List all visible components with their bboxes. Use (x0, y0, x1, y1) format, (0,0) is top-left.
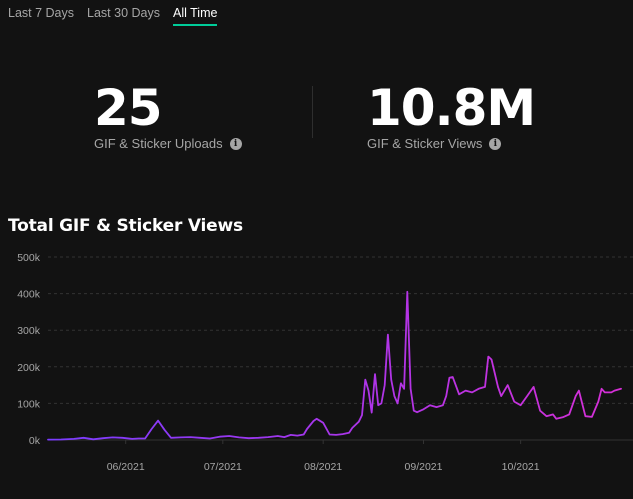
x-tick-label: 06/2021 (107, 461, 145, 473)
stat-divider (312, 86, 313, 138)
views-label-row: GIF & Sticker Views i (367, 136, 535, 151)
views-line-chart: 0k 100k 200k 300k 400k 500k 06/2021 07/2021 08/2… (17, 252, 633, 473)
y-tick-label: 100k (17, 398, 41, 410)
uploads-label-row: GIF & Sticker Uploads i (94, 136, 242, 151)
tab-all-time[interactable]: All Time (172, 6, 218, 26)
time-range-tabs: Last 7 Days Last 30 Days All Time (8, 6, 218, 26)
views-count: 10.8M (367, 79, 536, 137)
series-line (47, 290, 622, 441)
views-stat: 10.8M GIF & Sticker Views i (367, 79, 536, 151)
x-tick-label: 08/2021 (304, 461, 342, 473)
uploads-stat: 25 GIF & Sticker Uploads i (94, 82, 242, 151)
uploads-label: GIF & Sticker Uploads (94, 136, 223, 151)
uploads-count: 25 (94, 79, 163, 137)
tab-last-30-days[interactable]: Last 30 Days (87, 6, 160, 20)
y-tick-label: 500k (17, 252, 41, 264)
chart-title: Total GIF & Sticker Views (8, 216, 243, 236)
tab-last-7-days[interactable]: Last 7 Days (8, 6, 75, 20)
info-icon[interactable]: i (229, 137, 242, 150)
y-tick-label: 200k (17, 362, 41, 374)
y-tick-label: 0k (29, 435, 41, 447)
y-tick-label: 400k (17, 289, 41, 301)
y-tick-label: 300k (17, 325, 41, 337)
x-tick-label: 10/2021 (502, 461, 540, 473)
info-icon[interactable]: i (489, 137, 502, 150)
x-tick-label: 09/2021 (405, 461, 443, 473)
x-tick-label: 07/2021 (204, 461, 242, 473)
views-label: GIF & Sticker Views (367, 136, 483, 151)
